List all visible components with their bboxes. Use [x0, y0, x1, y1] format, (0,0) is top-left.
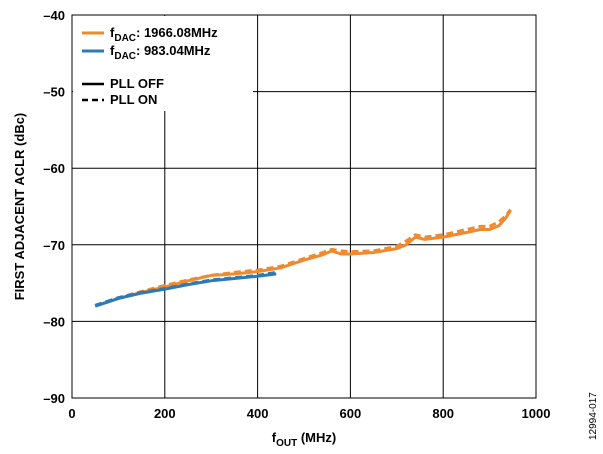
series-line-3: [94, 270, 277, 307]
x-tick-label-200: 200: [154, 406, 176, 421]
x-axis-title: fOUT (MHz): [272, 430, 336, 449]
y-tick-label-m80: –80: [43, 314, 65, 329]
plot-frame: [71, 14, 537, 399]
y-tick-label-m70: –70: [43, 238, 65, 253]
series-line-1: [94, 208, 512, 308]
figure-id: 12994-017: [588, 392, 599, 440]
x-tick-label-1000: 1000: [522, 406, 551, 421]
x-tick-labels: 0 200 400 600 800 1000: [68, 406, 550, 421]
x-tick-label-400: 400: [247, 406, 269, 421]
legend: fDAC: 1966.08MHz fDAC: 983.04MHz PLL OFF…: [73, 16, 253, 111]
x-tick-label-0: 0: [68, 406, 75, 421]
y-tick-label-m90: –90: [43, 391, 65, 406]
y-axis-title: FIRST ADJACENT ACLR (dBc): [12, 113, 27, 301]
legend-label-pll-on: PLL ON: [110, 92, 157, 107]
y-tick-label-m40: –40: [43, 8, 65, 23]
y-tick-label-m50: –50: [43, 85, 65, 100]
series-line-0: [94, 209, 512, 308]
y-tick-labels: –40 –50 –60 –70 –80 –90: [43, 8, 65, 406]
legend-label-fdac-1966: fDAC: 1966.08MHz: [110, 25, 218, 44]
series-line-2: [94, 272, 277, 308]
series-lines: [94, 208, 512, 308]
legend-label-fdac-983: fDAC: 983.04MHz: [110, 43, 211, 62]
y-tick-label-m60: –60: [43, 161, 65, 176]
x-tick-label-800: 800: [432, 406, 454, 421]
legend-label-pll-off: PLL OFF: [110, 76, 164, 91]
x-tick-label-600: 600: [340, 406, 362, 421]
